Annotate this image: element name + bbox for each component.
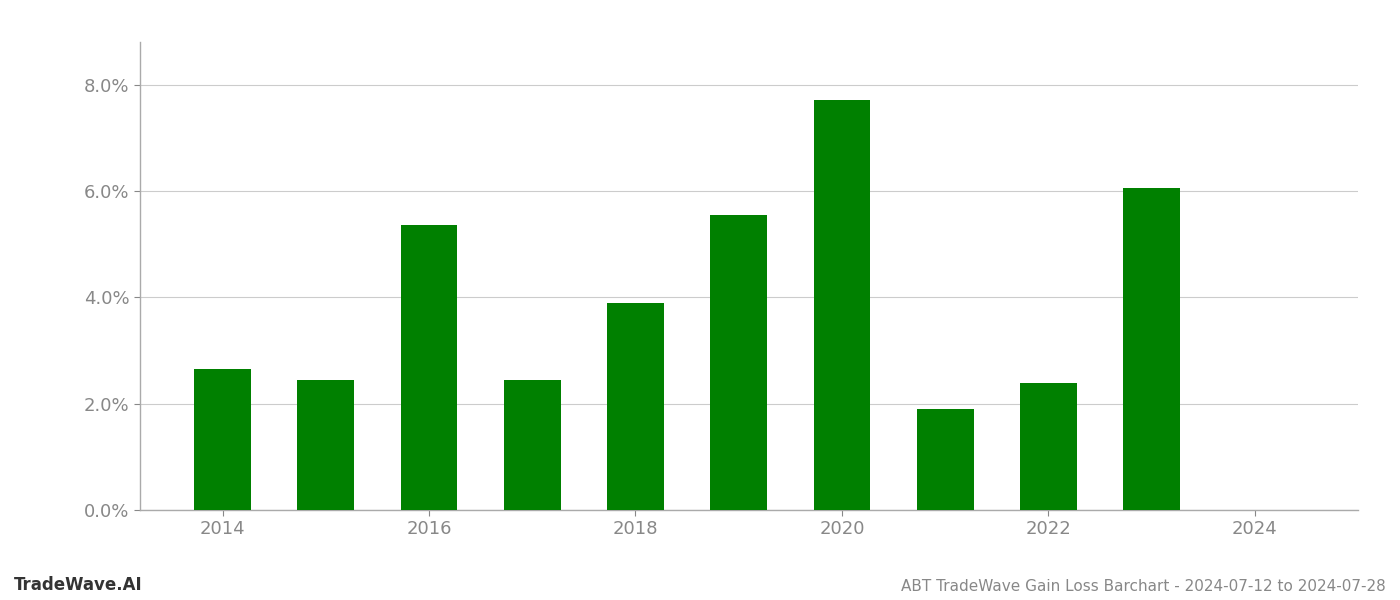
Text: ABT TradeWave Gain Loss Barchart - 2024-07-12 to 2024-07-28: ABT TradeWave Gain Loss Barchart - 2024-… <box>902 579 1386 594</box>
Bar <box>608 302 664 510</box>
Bar <box>1021 383 1077 510</box>
Bar <box>710 215 767 510</box>
Bar <box>1123 188 1180 510</box>
Bar <box>297 380 354 510</box>
Bar <box>813 100 871 510</box>
Bar <box>400 226 458 510</box>
Text: TradeWave.AI: TradeWave.AI <box>14 576 143 594</box>
Bar <box>504 380 560 510</box>
Bar <box>917 409 973 510</box>
Bar <box>195 369 251 510</box>
